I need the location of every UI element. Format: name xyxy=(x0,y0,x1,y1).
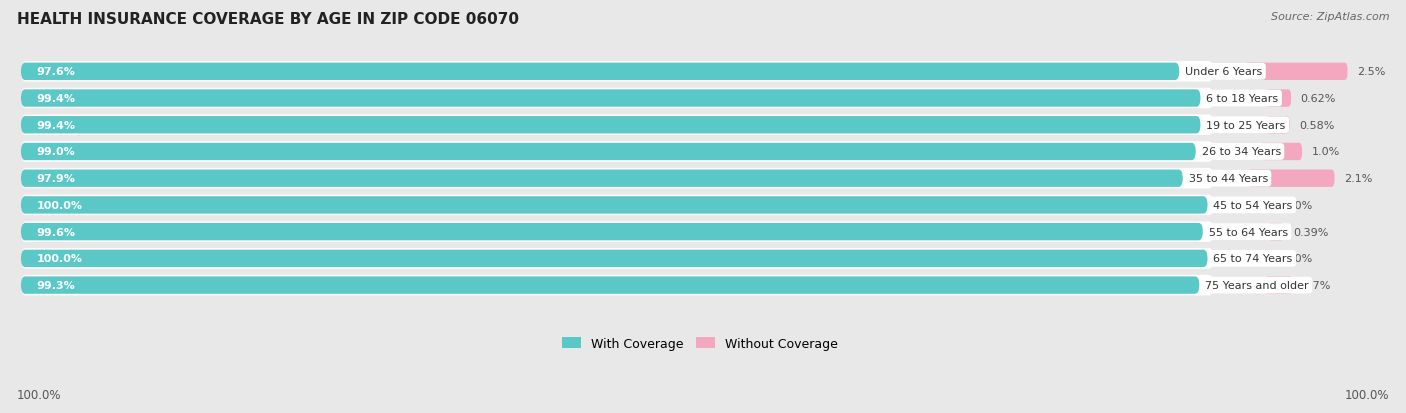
Text: 99.3%: 99.3% xyxy=(37,280,75,290)
Text: 100.0%: 100.0% xyxy=(17,388,62,401)
FancyBboxPatch shape xyxy=(21,170,1182,188)
Text: 2.1%: 2.1% xyxy=(1344,174,1372,184)
Text: 19 to 25 Years: 19 to 25 Years xyxy=(1206,121,1285,131)
Text: 0.0%: 0.0% xyxy=(1284,254,1313,264)
FancyBboxPatch shape xyxy=(1264,277,1294,294)
FancyBboxPatch shape xyxy=(1265,90,1291,107)
Text: 55 to 64 Years: 55 to 64 Years xyxy=(1209,227,1288,237)
Text: 99.4%: 99.4% xyxy=(37,94,76,104)
FancyBboxPatch shape xyxy=(21,115,1213,136)
Text: 75 Years and older: 75 Years and older xyxy=(1205,280,1309,290)
FancyBboxPatch shape xyxy=(21,197,1208,214)
Text: 99.6%: 99.6% xyxy=(37,227,76,237)
Text: 0.39%: 0.39% xyxy=(1294,227,1329,237)
FancyBboxPatch shape xyxy=(21,62,1213,82)
FancyBboxPatch shape xyxy=(21,275,1213,296)
Text: 99.4%: 99.4% xyxy=(37,121,76,131)
Text: 99.0%: 99.0% xyxy=(37,147,75,157)
FancyBboxPatch shape xyxy=(21,223,1204,241)
Text: 6 to 18 Years: 6 to 18 Years xyxy=(1206,94,1278,104)
Text: 45 to 54 Years: 45 to 54 Years xyxy=(1213,200,1292,210)
Text: Source: ZipAtlas.com: Source: ZipAtlas.com xyxy=(1271,12,1389,22)
Text: 1.0%: 1.0% xyxy=(1312,147,1340,157)
Text: Under 6 Years: Under 6 Years xyxy=(1185,67,1263,77)
Text: 2.5%: 2.5% xyxy=(1357,67,1385,77)
FancyBboxPatch shape xyxy=(1261,143,1302,161)
FancyBboxPatch shape xyxy=(1265,117,1289,134)
FancyBboxPatch shape xyxy=(21,88,1213,109)
Text: HEALTH INSURANCE COVERAGE BY AGE IN ZIP CODE 06070: HEALTH INSURANCE COVERAGE BY AGE IN ZIP … xyxy=(17,12,519,27)
FancyBboxPatch shape xyxy=(21,142,1213,162)
Text: 65 to 74 Years: 65 to 74 Years xyxy=(1213,254,1292,264)
Text: 0.58%: 0.58% xyxy=(1299,121,1334,131)
Text: 100.0%: 100.0% xyxy=(37,254,83,264)
FancyBboxPatch shape xyxy=(21,277,1199,294)
FancyBboxPatch shape xyxy=(21,117,1201,134)
Text: 0.7%: 0.7% xyxy=(1302,280,1331,290)
FancyBboxPatch shape xyxy=(21,169,1213,189)
Text: 0.0%: 0.0% xyxy=(1284,200,1313,210)
Text: 0.62%: 0.62% xyxy=(1301,94,1336,104)
FancyBboxPatch shape xyxy=(21,250,1208,267)
FancyBboxPatch shape xyxy=(1244,64,1347,81)
FancyBboxPatch shape xyxy=(21,195,1213,216)
FancyBboxPatch shape xyxy=(1247,170,1334,188)
Text: 97.9%: 97.9% xyxy=(37,174,75,184)
FancyBboxPatch shape xyxy=(21,143,1195,161)
FancyBboxPatch shape xyxy=(21,90,1201,107)
Text: 100.0%: 100.0% xyxy=(1344,388,1389,401)
Text: 35 to 44 Years: 35 to 44 Years xyxy=(1188,174,1268,184)
Text: 100.0%: 100.0% xyxy=(37,200,83,210)
FancyBboxPatch shape xyxy=(21,249,1213,269)
FancyBboxPatch shape xyxy=(1268,223,1284,241)
FancyBboxPatch shape xyxy=(21,222,1213,242)
FancyBboxPatch shape xyxy=(21,64,1180,81)
Legend: With Coverage, Without Coverage: With Coverage, Without Coverage xyxy=(557,332,842,355)
Text: 97.6%: 97.6% xyxy=(37,67,75,77)
Text: 26 to 34 Years: 26 to 34 Years xyxy=(1202,147,1281,157)
